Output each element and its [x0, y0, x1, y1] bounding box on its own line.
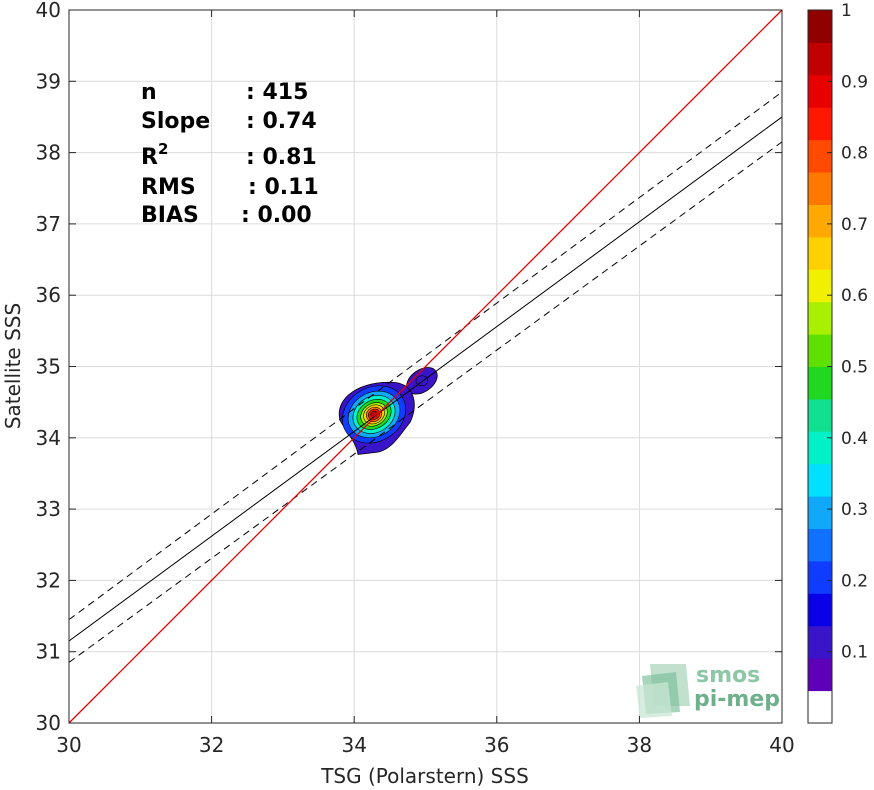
colorbar-tick-label: 0.1 [841, 643, 868, 663]
smos-pimep-logo: smos pi-mep [636, 663, 780, 718]
colorbar-swatch [808, 690, 832, 724]
colorbar-swatch [808, 625, 832, 659]
regression-line [68, 116, 783, 642]
y-tick-label: 33 [36, 497, 61, 521]
colorbar-tick-label: 0.6 [841, 286, 868, 306]
logo-line1: smos [696, 663, 760, 688]
colorbar-swatch [808, 658, 832, 692]
x-tick-label: 32 [199, 733, 224, 757]
stat-value: : 0.81 [246, 145, 317, 170]
axis-ticks: 30 32 34 36 38 40 30 31 32 33 34 35 36 37 38 39 40 [36, 0, 795, 757]
stat-label: n [141, 80, 157, 105]
stat-value: : 0.11 [248, 175, 319, 200]
colorbar-swatch [808, 431, 832, 465]
stat-label: Slope [141, 109, 210, 134]
y-tick-label: 37 [36, 212, 61, 236]
y-tick-label: 36 [36, 283, 61, 307]
colorbar-swatch [808, 172, 832, 205]
colorbar-swatch [808, 398, 832, 432]
x-tick-label: 34 [341, 733, 366, 757]
stats-box: n : 415 Slope : 0.74 R2 : 0.81 RMS : 0.11 BIAS : … [141, 80, 319, 228]
colorbar-swatch [808, 593, 832, 627]
colorbar-tick-label: 0.2 [841, 571, 868, 591]
density-contours [338, 367, 438, 455]
stat-label: BIAS [141, 203, 199, 228]
colorbar-tick-label: 0.7 [841, 215, 868, 235]
colorbar-swatch [808, 528, 832, 562]
stat-label: R2 [141, 140, 168, 170]
colorbar-swatch [808, 10, 832, 43]
y-tick-label: 30 [36, 711, 61, 735]
colorbar-swatch [808, 236, 832, 270]
logo-mark-front [636, 682, 672, 718]
colorbar-swatch [808, 334, 832, 367]
colorbar-swatch [808, 42, 832, 76]
colorbar-swatch [808, 107, 832, 141]
confidence-bound-line [68, 141, 783, 663]
x-tick-label: 40 [769, 733, 794, 757]
colorbar-tick-label: 0.5 [841, 358, 868, 378]
x-axis-label: TSG (Polarstern) SSS [320, 764, 529, 788]
stat-value: : 415 [246, 80, 308, 105]
colorbar-swatch [808, 301, 832, 335]
colorbar-tick-label: 0.9 [841, 72, 868, 92]
identity-line [68, 9, 783, 724]
stat-label: RMS [141, 175, 196, 200]
colorbar-swatch [808, 269, 832, 303]
grid-lines [69, 10, 782, 723]
confidence-bound-line [68, 91, 783, 621]
y-tick-label: 32 [36, 568, 61, 592]
y-tick-label: 40 [36, 0, 61, 22]
colorbar-swatch [808, 496, 832, 530]
y-tick-label: 39 [36, 69, 61, 93]
regression-lines [68, 9, 783, 724]
colorbar-swatch [808, 74, 832, 108]
colorbar-tick-label: 1 [841, 1, 852, 21]
logo-line2: pi-mep [694, 687, 780, 712]
contour-lobe-inner [415, 375, 429, 387]
y-tick-label: 35 [36, 355, 61, 379]
y-tick-label: 38 [36, 141, 61, 165]
colorbar-swatch [808, 463, 832, 497]
y-tick-label: 31 [36, 640, 61, 664]
x-tick-label: 36 [484, 733, 509, 757]
colorbar-swatch [808, 139, 832, 173]
colorbar-swatch [808, 366, 832, 400]
colorbar-tick-label: 0.4 [841, 429, 868, 449]
colorbar-swatch [808, 560, 832, 594]
stat-value: : 0.74 [246, 109, 317, 134]
y-tick-label: 34 [36, 426, 61, 450]
colorbar-swatch [808, 204, 832, 238]
x-tick-label: 38 [627, 733, 652, 757]
colorbar-tick-label: 0.3 [841, 500, 868, 520]
colorbar-tick-label: 0.8 [841, 144, 868, 164]
y-axis-label: Satellite SSS [1, 303, 25, 429]
stat-value: : 0.00 [241, 203, 312, 228]
colorbar: 0.1 0.2 0.3 0.4 0.5 0.6 0.7 0.8 0.9 1 [807, 1, 868, 724]
x-tick-label: 30 [56, 733, 81, 757]
